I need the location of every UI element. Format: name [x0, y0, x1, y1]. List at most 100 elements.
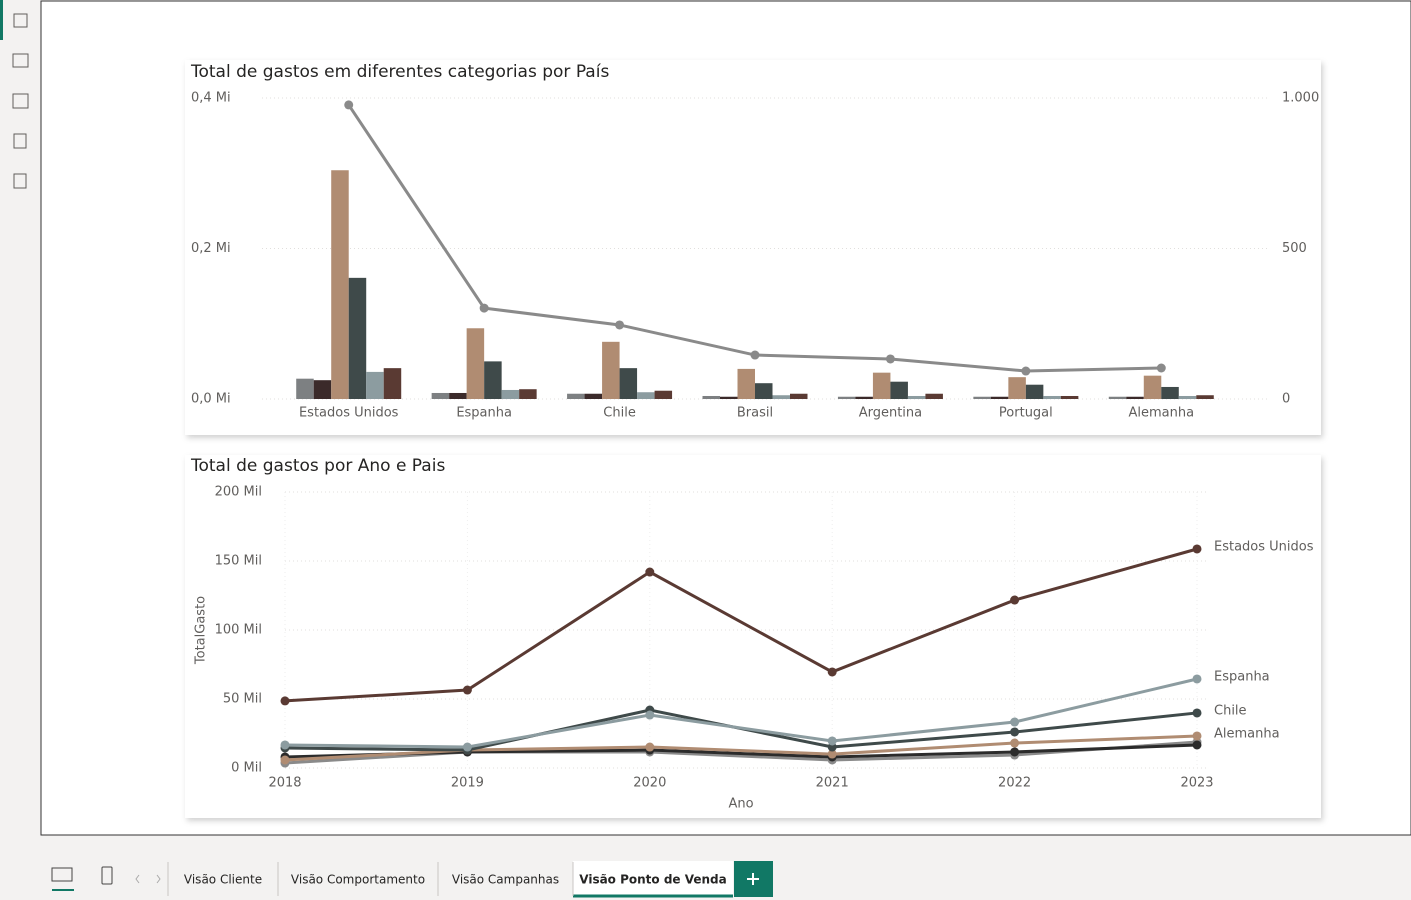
line-point: [1010, 595, 1020, 605]
line-point: [1010, 727, 1020, 737]
bar: [1143, 375, 1162, 399]
page-tab[interactable]: Visão Campanhas: [452, 873, 559, 887]
page-tab[interactable]: Visão Ponto de Venda: [579, 873, 727, 887]
y-axis-label: TotalGasto: [194, 596, 209, 665]
dax-icon[interactable]: [13, 133, 27, 149]
visual-card: [185, 455, 1321, 818]
bar: [313, 380, 332, 399]
x-tick-label: 2020: [633, 776, 666, 791]
series-end-label: Alemanha: [1214, 726, 1280, 741]
view-icons: [12, 13, 29, 189]
series-end-label: Espanha: [1214, 669, 1270, 684]
bar: [584, 393, 603, 399]
x-tick-label: Estados Unidos: [299, 406, 399, 421]
line-point: [645, 567, 655, 577]
plus-icon: [747, 873, 759, 885]
bar: [449, 392, 467, 399]
x-tick-label: Chile: [603, 406, 636, 421]
bar: [501, 389, 520, 399]
y-tick-label: 150 Mil: [215, 554, 262, 569]
bar: [1126, 396, 1144, 399]
model-icon[interactable]: [12, 93, 29, 109]
bar: [466, 328, 485, 399]
bar: [973, 396, 991, 399]
y2-tick-label: 1.000: [1282, 91, 1319, 106]
bar: [737, 368, 755, 399]
side-rail: [0, 0, 40, 860]
bar: [1025, 384, 1044, 399]
x-tick-label: Brasil: [737, 406, 773, 421]
bar: [519, 389, 537, 399]
bar: [366, 371, 384, 399]
x-tick-label: 2021: [816, 776, 849, 791]
bar: [1196, 395, 1214, 399]
bar: [331, 170, 349, 399]
y-tick-label: 0,4 Mi: [191, 91, 231, 106]
bar: [1178, 395, 1197, 399]
page-tab[interactable]: Visão Cliente: [184, 873, 262, 887]
y-tick-label: 0 Mil: [231, 761, 262, 776]
x-tick-label: 2018: [268, 776, 301, 791]
line-point: [1021, 366, 1031, 376]
line-point: [280, 696, 290, 706]
bar: [637, 392, 655, 399]
tab-scroll[interactable]: [135, 874, 161, 884]
line-point: [1192, 674, 1202, 684]
active-indicator: [0, 0, 3, 40]
bar: [484, 361, 502, 399]
bar: [790, 393, 808, 399]
bar: [602, 341, 620, 399]
page-tab[interactable]: Visão Comportamento: [291, 873, 425, 887]
bar: [1161, 386, 1179, 399]
line-point: [1192, 731, 1202, 741]
line-point: [750, 350, 760, 360]
tmdl-icon[interactable]: [13, 173, 27, 189]
bar: [702, 395, 720, 399]
bar: [890, 381, 908, 399]
line-point: [885, 354, 895, 364]
line-point: [479, 303, 489, 313]
x-axis-label: Ano: [728, 797, 753, 812]
line-series: [284, 677, 1198, 749]
y-tick-label: 0,0 Mi: [191, 392, 231, 407]
x-tick-label: 2019: [451, 776, 484, 791]
x-tick-label: 2023: [1180, 776, 1213, 791]
line-point: [645, 742, 655, 752]
line-point: [1010, 738, 1020, 748]
line-point: [615, 320, 625, 330]
bar: [755, 383, 773, 399]
bar: [855, 396, 873, 399]
mobile-view[interactable]: [101, 866, 113, 885]
bar: [296, 378, 314, 399]
bar: [619, 368, 638, 399]
line-point: [462, 685, 472, 695]
line-point: [280, 755, 290, 765]
bar: [654, 390, 673, 399]
bar: [431, 392, 450, 399]
report-icon[interactable]: [13, 13, 28, 28]
y2-tick-label: 0: [1282, 392, 1290, 407]
bar: [383, 368, 402, 399]
line-point: [1192, 740, 1202, 750]
line-point: [344, 100, 354, 110]
bar: [907, 395, 926, 399]
x-tick-label: Alemanha: [1128, 406, 1194, 421]
x-tick-label: Argentina: [859, 406, 922, 421]
bar: [720, 396, 738, 399]
bar: [1108, 396, 1127, 399]
y-tick-label: 0,2 Mi: [191, 241, 231, 256]
chart-title: Total de gastos em diferentes categorias…: [190, 62, 609, 82]
series-end-label: Chile: [1214, 703, 1247, 718]
table-icon[interactable]: [12, 53, 29, 68]
x-tick-label: 2022: [998, 776, 1031, 791]
bar: [1043, 395, 1061, 399]
bar: [990, 396, 1009, 399]
bar: [772, 395, 790, 399]
x-tick-label: Espanha: [456, 406, 512, 421]
bar: [348, 277, 367, 399]
line-point: [1192, 708, 1202, 718]
bar: [567, 393, 585, 399]
desktop-view[interactable]: [51, 867, 73, 882]
x-tick-label: Portugal: [999, 406, 1053, 421]
line-point: [645, 710, 655, 720]
